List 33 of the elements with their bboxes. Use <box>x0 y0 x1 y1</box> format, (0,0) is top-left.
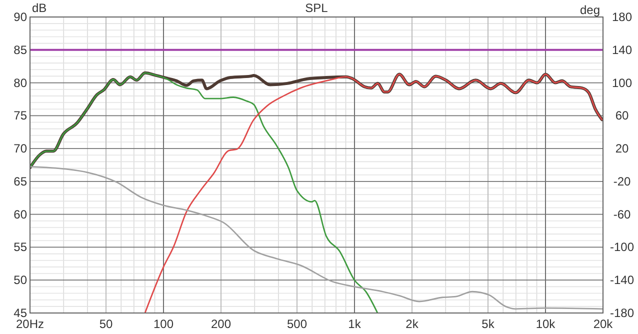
y2-tick-label: -20 <box>613 174 631 188</box>
y-tick-label: 65 <box>14 174 28 188</box>
y-tick-label: 90 <box>14 10 28 24</box>
y2-tick-label: 140 <box>612 42 632 57</box>
y-tick-label: 75 <box>14 108 28 123</box>
x-tick-label: 500 <box>286 317 308 331</box>
x-tick-label: 5k <box>482 317 496 331</box>
y2-tick-label: 20 <box>615 142 629 156</box>
x-tick-label: 10k <box>536 317 556 331</box>
x-tick-label: 100 <box>153 317 174 331</box>
y2-tick-label: 100 <box>612 76 632 90</box>
y-tick-label: 45 <box>14 306 28 320</box>
y2-tick-label: -100 <box>610 240 634 254</box>
x-tick-label: 50 <box>99 317 113 331</box>
x-tick-label: 200 <box>210 317 232 331</box>
y2-tick-label: -60 <box>613 207 631 222</box>
x-tick-label: 1k <box>348 317 362 331</box>
chart-title: SPL <box>305 1 328 15</box>
y2-tick-label: 180 <box>612 10 632 24</box>
y-axis-title: dB <box>32 1 47 15</box>
y2-tick-label: -140 <box>610 273 634 288</box>
y-tick-label: 85 <box>14 42 28 57</box>
x-tick-label: 20Hz <box>16 317 44 331</box>
y2-tick-label: 60 <box>615 108 629 123</box>
y-tick-label: 80 <box>14 76 28 90</box>
x-tick-label: 20k <box>593 317 614 331</box>
y2-tick-label: -180 <box>610 306 634 320</box>
y2-axis-title: deg <box>580 3 600 17</box>
x-tick-label: 2k <box>406 317 420 331</box>
y-tick-label: 70 <box>14 142 28 156</box>
y-tick-label: 50 <box>14 273 28 288</box>
y-tick-label: 55 <box>14 240 28 254</box>
y-tick-label: 60 <box>14 207 28 222</box>
